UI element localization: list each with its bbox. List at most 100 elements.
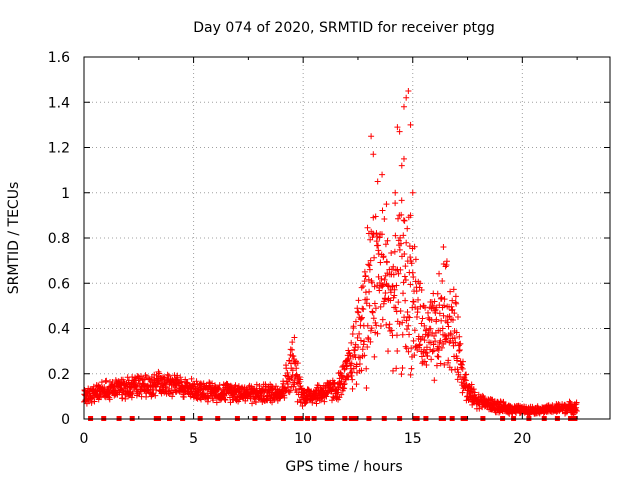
data-point bbox=[182, 376, 189, 383]
data-point bbox=[392, 189, 399, 196]
data-point bbox=[199, 386, 206, 393]
data-point bbox=[430, 341, 437, 348]
data-point bbox=[438, 344, 445, 351]
data-point bbox=[338, 391, 345, 398]
data-point bbox=[386, 321, 393, 328]
data-point bbox=[348, 360, 355, 367]
data-point bbox=[406, 331, 413, 338]
data-point bbox=[434, 290, 441, 297]
data-point bbox=[397, 234, 404, 241]
data-point bbox=[388, 250, 395, 257]
data-point bbox=[407, 121, 414, 128]
data-point bbox=[363, 296, 370, 303]
data-point bbox=[152, 392, 159, 399]
data-point bbox=[360, 341, 367, 348]
data-point bbox=[360, 283, 367, 290]
data-point bbox=[341, 385, 348, 392]
data-point bbox=[443, 335, 450, 342]
data-point bbox=[353, 381, 360, 388]
data-point bbox=[447, 288, 454, 295]
data-point bbox=[376, 287, 383, 294]
data-point bbox=[384, 237, 391, 244]
data-point bbox=[470, 386, 477, 393]
data-point bbox=[421, 322, 428, 329]
data-point bbox=[294, 372, 301, 379]
data-point bbox=[402, 263, 409, 270]
data-point bbox=[423, 326, 430, 333]
data-point bbox=[177, 374, 184, 381]
data-point bbox=[458, 364, 465, 371]
data-point bbox=[88, 399, 95, 406]
data-point bbox=[354, 334, 361, 341]
data-point bbox=[173, 376, 180, 383]
data-point bbox=[443, 258, 450, 265]
data-point bbox=[364, 343, 371, 350]
data-point bbox=[366, 302, 373, 309]
data-point bbox=[330, 394, 337, 401]
data-point bbox=[348, 339, 355, 346]
data-point bbox=[445, 357, 452, 364]
y-tick-label: 0.4 bbox=[48, 322, 70, 338]
data-point bbox=[457, 373, 464, 380]
data-point bbox=[371, 254, 378, 261]
data-point bbox=[409, 269, 416, 276]
data-point bbox=[215, 385, 222, 392]
data-point bbox=[390, 271, 397, 278]
data-point bbox=[432, 338, 439, 345]
y-tick-label: 1.6 bbox=[48, 50, 70, 66]
data-point bbox=[463, 371, 470, 378]
data-point bbox=[349, 376, 356, 383]
data-point bbox=[409, 304, 416, 311]
data-point bbox=[407, 254, 414, 261]
data-point bbox=[412, 256, 419, 263]
data-point bbox=[333, 390, 340, 397]
data-point bbox=[289, 346, 296, 353]
data-point bbox=[359, 346, 366, 353]
data-point bbox=[403, 317, 410, 324]
data-point bbox=[342, 376, 349, 383]
data-point bbox=[456, 347, 463, 354]
data-point bbox=[372, 305, 379, 312]
data-point bbox=[407, 281, 414, 288]
data-point bbox=[456, 333, 463, 340]
data-point bbox=[375, 250, 382, 257]
data-point bbox=[370, 315, 377, 322]
data-point bbox=[366, 288, 373, 295]
data-point bbox=[424, 353, 431, 360]
data-point bbox=[388, 327, 395, 334]
data-point bbox=[429, 348, 436, 355]
data-point bbox=[400, 217, 407, 224]
data-point bbox=[383, 201, 390, 208]
data-point bbox=[433, 316, 440, 323]
data-point bbox=[106, 396, 113, 403]
data-point bbox=[398, 162, 405, 169]
data-point bbox=[345, 374, 352, 381]
data-point bbox=[355, 344, 362, 351]
data-point bbox=[321, 398, 328, 405]
data-point bbox=[418, 353, 425, 360]
data-point bbox=[408, 260, 415, 267]
data-point bbox=[291, 334, 298, 341]
data-point bbox=[272, 383, 279, 390]
data-point bbox=[573, 408, 580, 415]
data-point bbox=[249, 400, 256, 407]
data-point bbox=[433, 362, 440, 369]
data-point bbox=[368, 133, 375, 140]
data-point bbox=[389, 283, 396, 290]
data-point bbox=[384, 270, 391, 277]
data-point bbox=[454, 313, 461, 320]
data-point bbox=[459, 365, 466, 372]
data-point bbox=[400, 103, 407, 110]
data-point bbox=[407, 371, 414, 378]
data-point bbox=[397, 240, 404, 247]
data-point bbox=[193, 378, 200, 385]
data-point bbox=[406, 314, 413, 321]
data-point bbox=[378, 231, 385, 238]
data-point bbox=[419, 315, 426, 322]
data-point bbox=[408, 345, 415, 352]
data-point bbox=[373, 230, 380, 237]
data-point bbox=[352, 318, 359, 325]
data-point bbox=[431, 298, 438, 305]
data-point bbox=[372, 213, 379, 220]
data-point bbox=[423, 349, 430, 356]
